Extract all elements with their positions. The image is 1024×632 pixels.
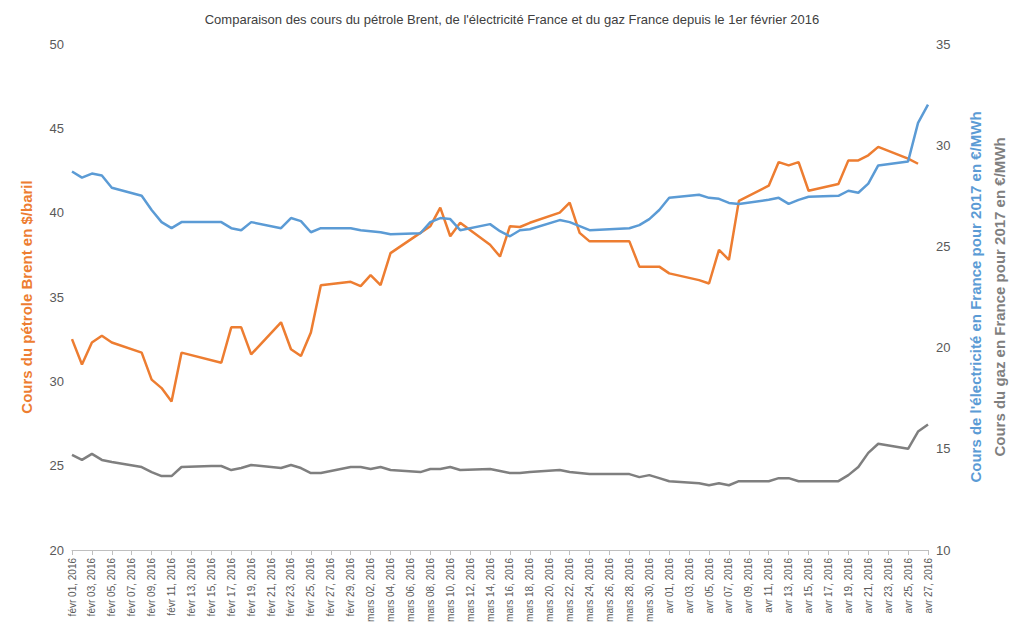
svg-text:mars 02, 2016: mars 02, 2016: [365, 558, 376, 622]
svg-text:20: 20: [50, 543, 64, 558]
svg-text:45: 45: [50, 121, 64, 136]
svg-text:févr 25, 2016: févr 25, 2016: [305, 558, 316, 617]
svg-text:Cours de l'électricité en Fran: Cours de l'électricité en France pour 20…: [967, 111, 984, 482]
svg-text:20: 20: [936, 340, 950, 355]
svg-text:mars 26, 2016: mars 26, 2016: [604, 558, 615, 622]
svg-text:févr 11, 2016: févr 11, 2016: [166, 558, 177, 616]
svg-text:10: 10: [936, 543, 950, 558]
svg-text:févr 29, 2016: févr 29, 2016: [345, 558, 356, 617]
svg-text:35: 35: [936, 37, 950, 52]
svg-text:25: 25: [50, 458, 64, 473]
svg-text:30: 30: [936, 138, 950, 153]
svg-text:févr 23, 2016: févr 23, 2016: [285, 558, 296, 617]
svg-text:15: 15: [936, 441, 950, 456]
svg-text:50: 50: [50, 37, 64, 52]
svg-text:Cours du pétrole Brent en $/ba: Cours du pétrole Brent en $/baril: [18, 180, 35, 413]
svg-text:mars 22, 2016: mars 22, 2016: [564, 558, 575, 622]
svg-text:mars 20, 2016: mars 20, 2016: [544, 558, 555, 622]
svg-text:avr 25, 2016: avr 25, 2016: [903, 558, 914, 614]
svg-text:févr 03, 2016: févr 03, 2016: [86, 558, 97, 617]
svg-text:avr 11, 2016: avr 11, 2016: [763, 558, 774, 613]
svg-text:avr 21, 2016: avr 21, 2016: [863, 558, 874, 614]
svg-text:Comparaison des cours du pétro: Comparaison des cours du pétrole Brent, …: [205, 12, 820, 27]
svg-text:mars 28, 2016: mars 28, 2016: [624, 558, 635, 622]
svg-text:avr 03, 2016: avr 03, 2016: [684, 558, 695, 614]
svg-text:mars 16, 2016: mars 16, 2016: [504, 558, 515, 622]
svg-text:avr 05, 2016: avr 05, 2016: [704, 558, 715, 614]
svg-text:25: 25: [936, 239, 950, 254]
svg-text:févr 15, 2016: févr 15, 2016: [206, 558, 217, 617]
svg-text:mars 08, 2016: mars 08, 2016: [425, 558, 436, 622]
svg-text:févr 07, 2016: févr 07, 2016: [126, 558, 137, 617]
svg-text:avr 19, 2016: avr 19, 2016: [843, 558, 854, 614]
svg-text:avr 15, 2016: avr 15, 2016: [803, 558, 814, 614]
svg-text:févr 01, 2016: févr 01, 2016: [67, 558, 78, 617]
svg-text:35: 35: [50, 290, 64, 305]
svg-text:Cours du gaz en France pour 20: Cours du gaz en France pour 2017 en €/MW…: [991, 137, 1008, 456]
svg-text:avr 17, 2016: avr 17, 2016: [823, 558, 834, 614]
svg-text:mars 12, 2016: mars 12, 2016: [465, 558, 476, 622]
svg-text:avr 23, 2016: avr 23, 2016: [883, 558, 894, 614]
svg-text:avr 13, 2016: avr 13, 2016: [783, 558, 794, 614]
svg-text:févr 13, 2016: févr 13, 2016: [186, 558, 197, 617]
svg-text:févr 17, 2016: févr 17, 2016: [226, 558, 237, 617]
svg-text:févr 05, 2016: févr 05, 2016: [106, 558, 117, 617]
svg-text:mars 14, 2016: mars 14, 2016: [485, 558, 496, 622]
svg-text:avr 01, 2016: avr 01, 2016: [664, 558, 675, 614]
svg-text:avr 09, 2016: avr 09, 2016: [743, 558, 754, 614]
svg-text:avr 07, 2016: avr 07, 2016: [723, 558, 734, 614]
svg-text:févr 21, 2016: févr 21, 2016: [266, 558, 277, 617]
svg-text:40: 40: [50, 205, 64, 220]
svg-text:avr 27, 2016: avr 27, 2016: [923, 558, 934, 614]
svg-text:mars 06, 2016: mars 06, 2016: [405, 558, 416, 622]
svg-text:févr 09, 2016: févr 09, 2016: [146, 558, 157, 617]
svg-text:févr 27, 2016: févr 27, 2016: [325, 558, 336, 617]
svg-text:mars 18, 2016: mars 18, 2016: [524, 558, 535, 622]
svg-text:févr 19, 2016: févr 19, 2016: [246, 558, 257, 617]
svg-text:30: 30: [50, 374, 64, 389]
svg-text:mars 04, 2016: mars 04, 2016: [385, 558, 396, 622]
svg-text:mars 30, 2016: mars 30, 2016: [644, 558, 655, 622]
svg-text:mars 24, 2016: mars 24, 2016: [584, 558, 595, 622]
svg-text:mars 10, 2016: mars 10, 2016: [445, 558, 456, 622]
